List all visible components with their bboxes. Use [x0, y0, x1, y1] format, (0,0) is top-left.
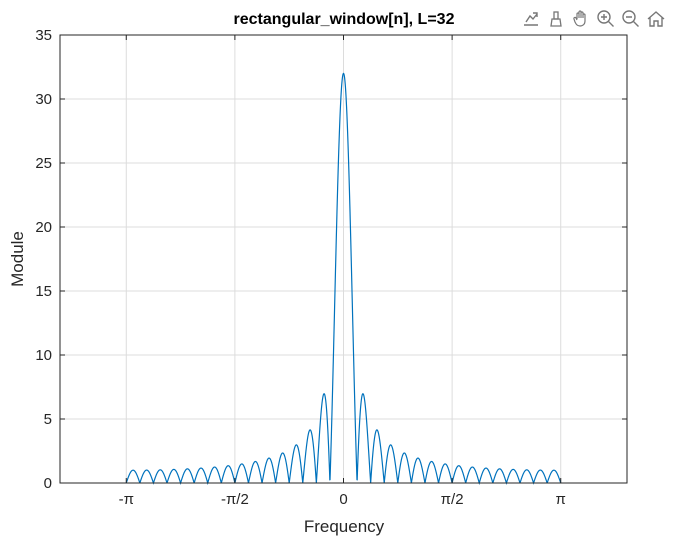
- y-tick-label: 0: [44, 475, 52, 492]
- zoom-out-button[interactable]: [620, 8, 642, 30]
- pan-button[interactable]: [570, 8, 592, 30]
- y-tick-label: 10: [35, 347, 52, 364]
- x-tick-label: -π: [119, 491, 134, 508]
- y-tick-label: 5: [44, 411, 52, 428]
- series-line: [125, 72, 562, 486]
- zoom-in-button[interactable]: [595, 8, 617, 30]
- zoom-out-icon: [622, 10, 639, 27]
- y-tick-label: 20: [35, 219, 52, 236]
- y-tick-label: 25: [35, 155, 52, 172]
- pan-icon: [573, 10, 586, 27]
- y-tick-label: 35: [35, 27, 52, 44]
- home-button[interactable]: [645, 8, 667, 30]
- y-tick-label: 30: [35, 91, 52, 108]
- x-tick-label: π: [556, 491, 566, 508]
- brush-button[interactable]: [545, 8, 567, 30]
- x-tick-label: 0: [339, 491, 347, 508]
- ticks: -π -π/2 0 π/2 π 0 5 10 15 20 25 30 35: [35, 27, 627, 508]
- zoom-in-icon: [597, 10, 614, 27]
- x-tick-label: π/2: [441, 491, 464, 508]
- plot-axes: -π -π/2 0 π/2 π 0 5 10 15 20 25 30 35: [35, 27, 628, 508]
- y-tick-label: 15: [35, 283, 52, 300]
- brush-icon: [550, 11, 562, 27]
- x-axis-label: Frequency: [304, 517, 385, 536]
- axes-toolbar: [520, 8, 667, 30]
- export-icon: [524, 12, 538, 26]
- home-icon: [647, 11, 665, 27]
- chart-title: rectangular_window[n], L=32: [234, 11, 455, 28]
- x-tick-label: -π/2: [221, 491, 249, 508]
- y-axis-label: Module: [8, 231, 27, 287]
- export-button[interactable]: [520, 8, 542, 30]
